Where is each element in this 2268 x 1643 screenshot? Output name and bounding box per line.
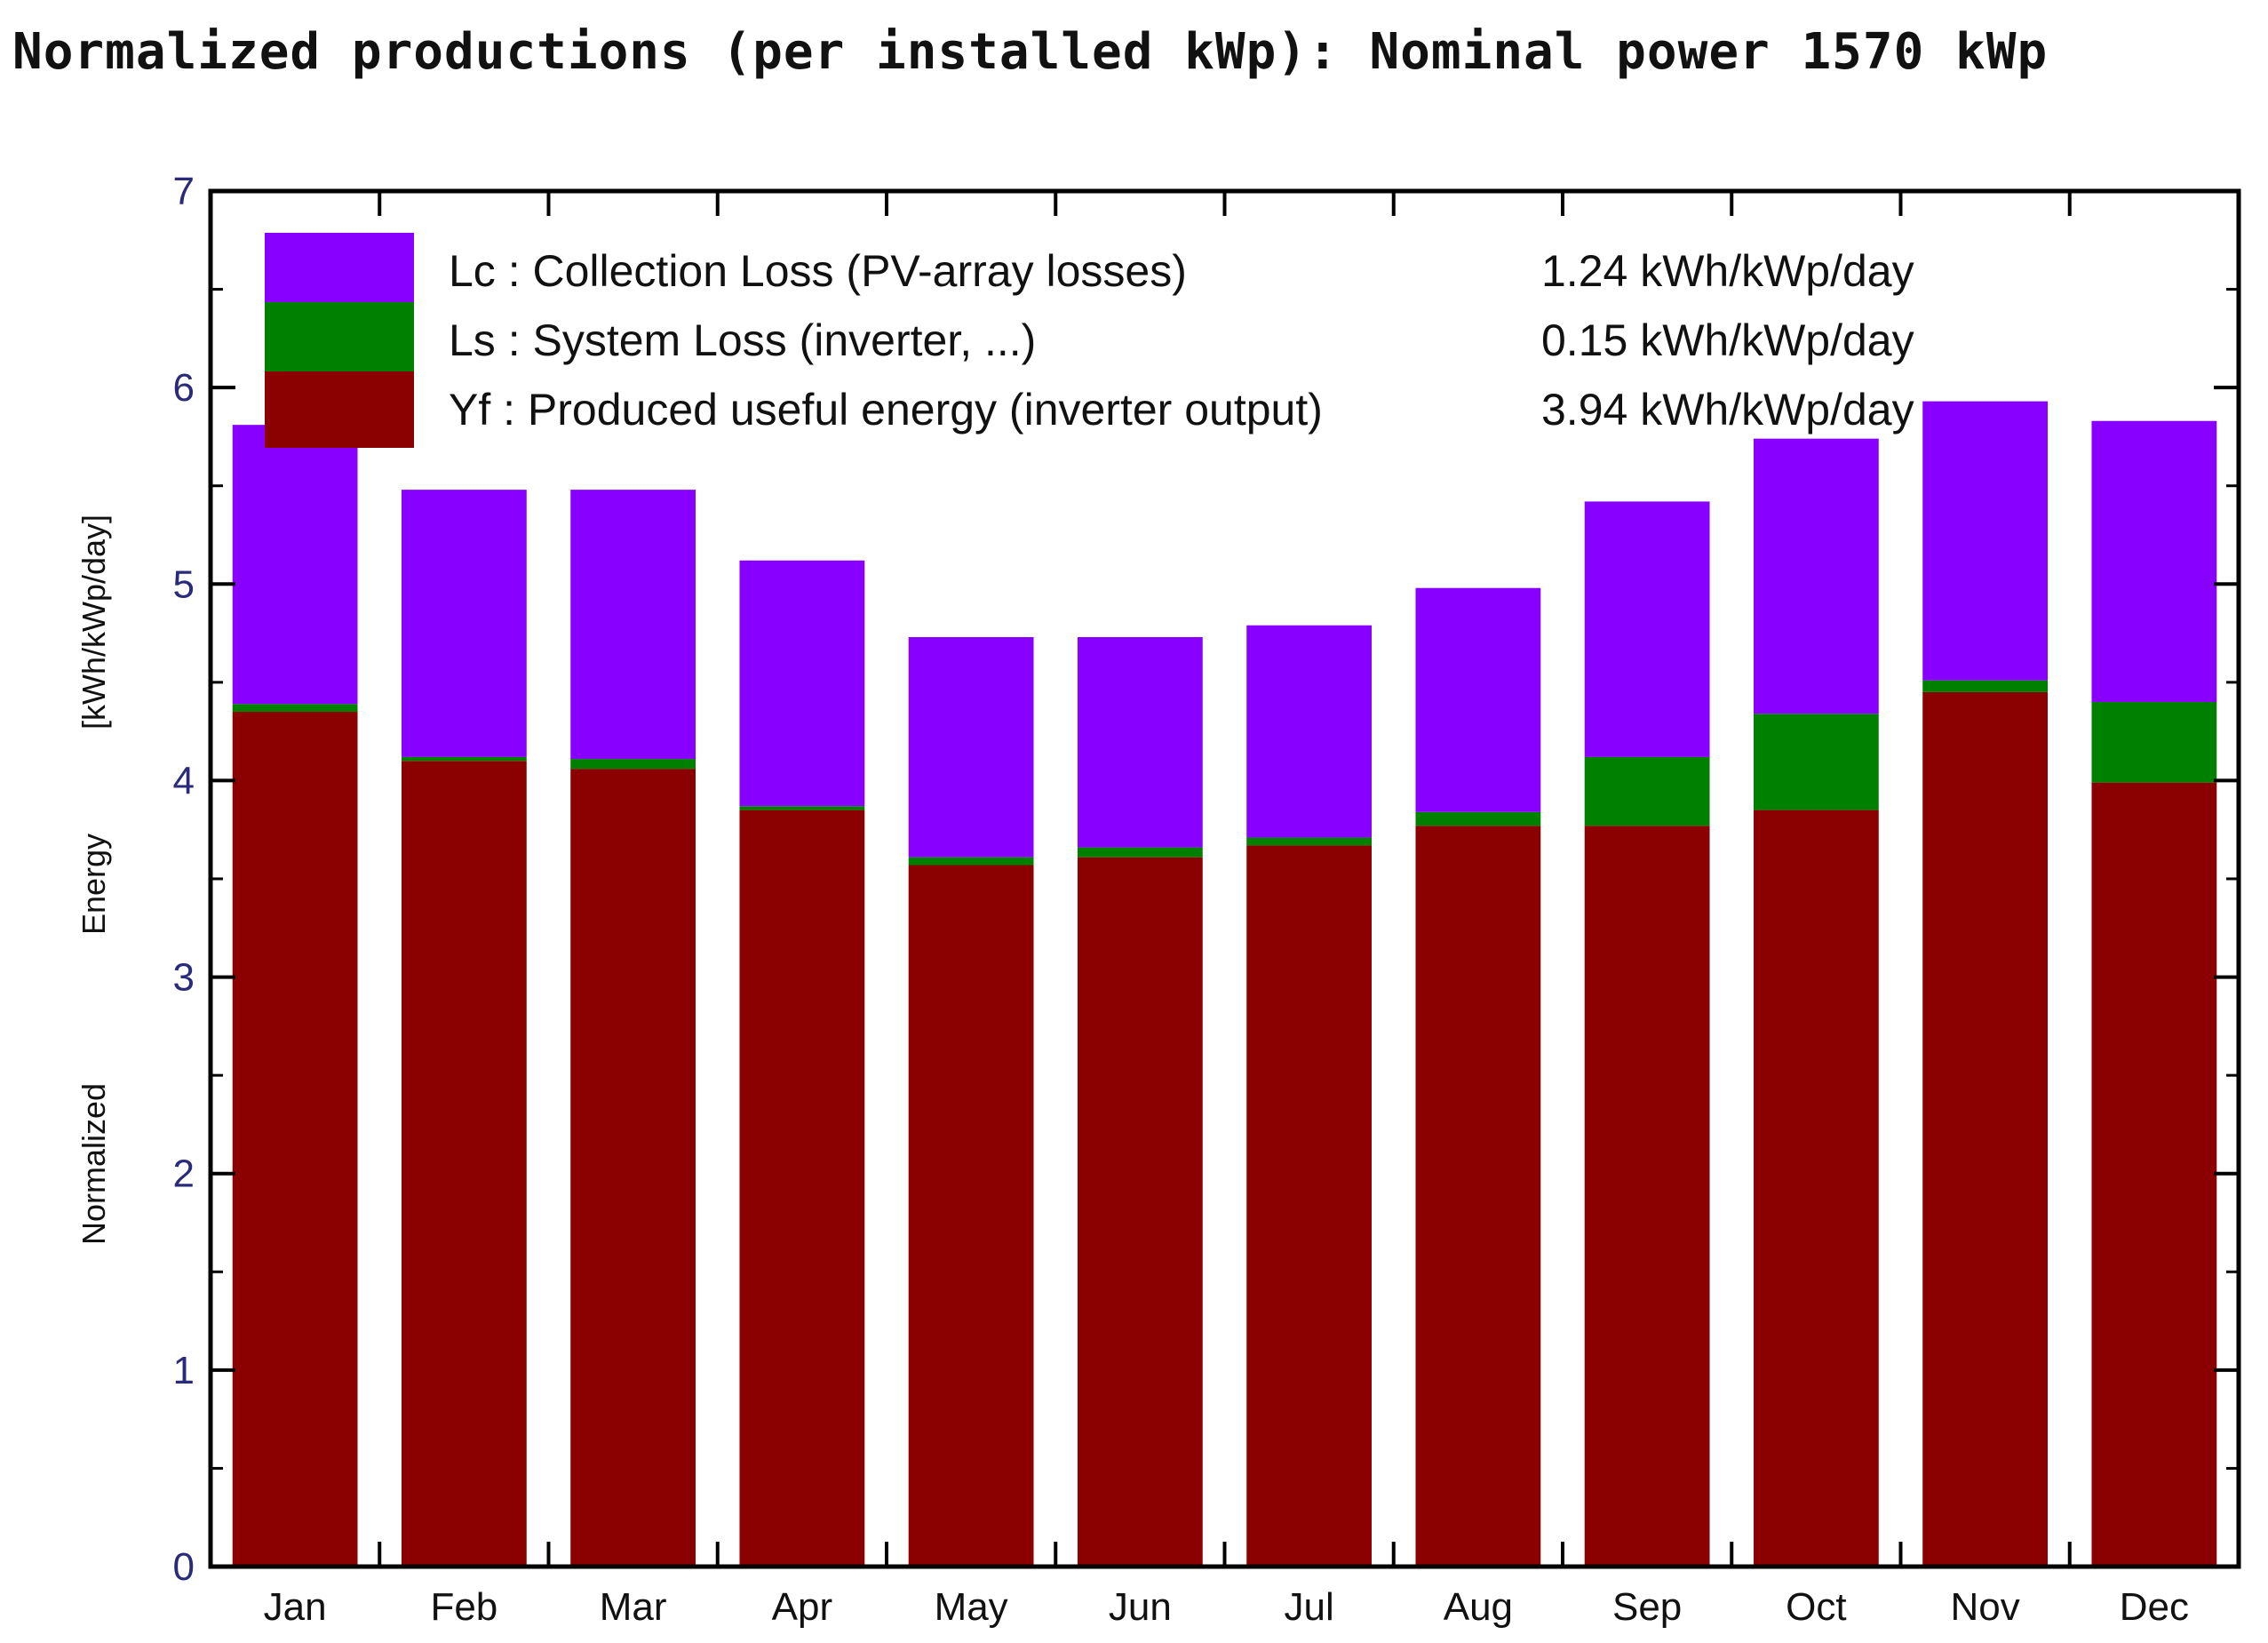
legend-swatch-yf <box>265 371 414 448</box>
bar-ls-oct <box>1753 714 1879 810</box>
bar-ls-mar <box>570 759 696 770</box>
bar-yf-mar <box>570 769 696 1567</box>
y-axis-label-part: Normalized <box>76 1083 112 1245</box>
bar-ls-dec <box>2091 701 2217 783</box>
legend-value-yf: 3.94 kWh/kWp/day <box>1541 385 1914 435</box>
bar-ls-jan <box>232 704 358 713</box>
y-axis-label-part: [kWh/kWp/day] <box>76 514 112 730</box>
x-tick-label-may: May <box>935 1585 1008 1629</box>
bar-ls-jul <box>1246 837 1373 846</box>
bar-yf-oct <box>1753 810 1879 1567</box>
bar-yf-nov <box>1922 691 2049 1567</box>
axis-ticks: 0 1 2 3 4 5 6 7 Jan Feb Mar Apr May Jun Jul Aug Sep Oct No… <box>173 170 2239 1629</box>
legend-label-lc: Lc : Collection Loss (PV-array losses) <box>449 246 1187 296</box>
y-tick-label: 4 <box>173 759 195 802</box>
bar-lc-feb <box>401 490 527 757</box>
legend: Lc : Collection Loss (PV-array losses) 1.… <box>265 233 1914 448</box>
bar-yf-aug <box>1415 825 1541 1567</box>
y-tick-label: 5 <box>173 562 195 606</box>
x-tick-label-oct: Oct <box>1786 1585 1846 1629</box>
bar-yf-feb <box>401 761 527 1567</box>
bar-yf-sep <box>1584 825 1710 1567</box>
x-tick-label-jun: Jun <box>1109 1585 1172 1629</box>
bar-lc-oct <box>1753 438 1879 714</box>
bar-lc-jan <box>232 425 358 705</box>
legend-label-yf: Yf : Produced useful energy (inverter ou… <box>449 385 1323 435</box>
legend-swatch-ls <box>265 302 414 373</box>
bar-lc-jun <box>1077 636 1203 848</box>
bar-yf-jun <box>1077 857 1203 1567</box>
bar-ls-jun <box>1077 847 1203 857</box>
bar-yf-jul <box>1246 845 1373 1567</box>
chart-title: Normalized productions (per installed kW… <box>12 23 2049 81</box>
legend-value-lc: 1.24 kWh/kWp/day <box>1541 246 1914 296</box>
bar-ls-feb <box>401 756 527 762</box>
bar-lc-dec <box>2091 420 2217 702</box>
y-tick-label: 6 <box>173 366 195 410</box>
legend-label-ls: Ls : System Loss (inverter, ...) <box>449 315 1036 365</box>
bar-yf-dec <box>2091 782 2217 1567</box>
y-tick-label: 2 <box>173 1152 195 1196</box>
bar-lc-apr <box>739 560 865 807</box>
x-tick-label-mar: Mar <box>600 1585 667 1629</box>
bar-yf-apr <box>739 810 865 1567</box>
bar-ls-nov <box>1922 680 2049 692</box>
x-tick-label-sep: Sep <box>1612 1585 1682 1629</box>
bar-yf-jan <box>232 712 358 1567</box>
bar-ls-aug <box>1415 811 1541 826</box>
x-tick-label-nov: Nov <box>1951 1585 2020 1629</box>
y-axis-label: Normalized Energy [kWh/kWp/day] <box>76 514 112 1245</box>
x-tick-label-jul: Jul <box>1285 1585 1334 1629</box>
bar-lc-may <box>908 636 1034 857</box>
x-tick-label-feb: Feb <box>430 1585 497 1629</box>
y-tick-label: 3 <box>173 956 195 1000</box>
bar-lc-aug <box>1415 587 1541 812</box>
y-tick-label: 7 <box>173 170 195 213</box>
legend-swatch-lc <box>265 233 414 304</box>
y-tick-label: 0 <box>173 1545 195 1589</box>
x-tick-label-dec: Dec <box>2120 1585 2189 1629</box>
bar-lc-sep <box>1584 501 1710 757</box>
x-tick-label-aug: Aug <box>1444 1585 1513 1629</box>
bar-ls-may <box>908 857 1034 865</box>
legend-value-ls: 0.15 kWh/kWp/day <box>1541 315 1914 365</box>
bar-yf-may <box>908 865 1034 1567</box>
x-tick-label-apr: Apr <box>772 1585 832 1629</box>
bar-lc-nov <box>1922 401 2049 681</box>
x-tick-label-jan: Jan <box>264 1585 327 1629</box>
bar-lc-mar <box>570 490 696 760</box>
y-axis-label-part: Energy <box>76 833 112 935</box>
bars-layer <box>232 401 2217 1567</box>
y-tick-label: 1 <box>173 1349 195 1392</box>
bar-lc-jul <box>1246 625 1373 838</box>
bar-ls-apr <box>739 806 865 810</box>
bar-ls-sep <box>1584 756 1710 826</box>
